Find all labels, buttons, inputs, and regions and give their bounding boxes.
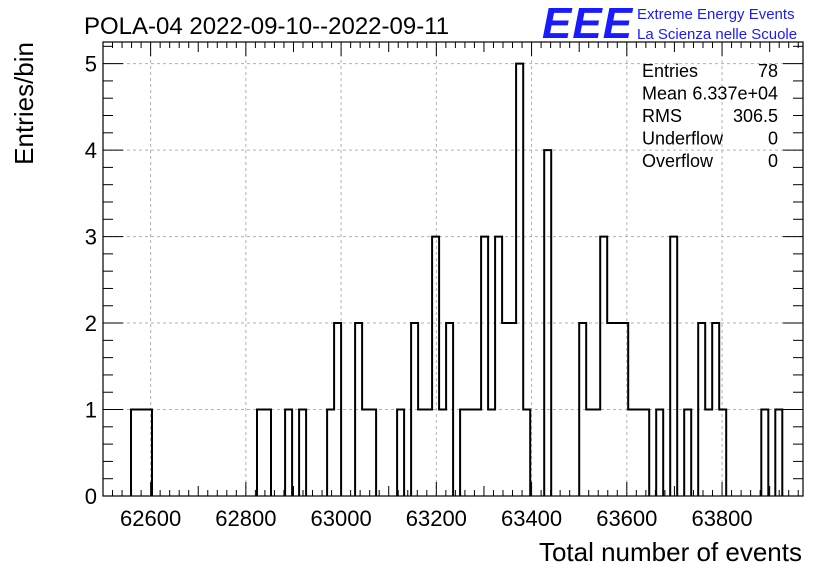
stats-value: 0 <box>768 129 778 149</box>
histogram-bar <box>683 408 693 496</box>
y-tick-label: 4 <box>85 138 97 163</box>
eee-logo: EEE Extreme Energy Events La Scienza nel… <box>542 0 797 48</box>
histogram-bar <box>697 322 728 496</box>
y-tick-label: 0 <box>85 484 97 509</box>
x-tick-label: 62600 <box>120 506 181 531</box>
histogram-bins <box>130 62 784 496</box>
eee-logo-line1: Extreme Energy Events <box>637 6 795 23</box>
stats-value: 0 <box>768 151 778 171</box>
x-tick-label: 63400 <box>501 506 562 531</box>
histogram-bar <box>284 408 294 496</box>
stats-label: RMS <box>642 106 682 126</box>
stats-value: 306.5 <box>733 106 778 126</box>
x-tick-label: 63200 <box>406 506 467 531</box>
y-tick-labels: 0 1 2 3 4 5 <box>85 52 97 509</box>
x-tick-label: 63600 <box>596 506 657 531</box>
stats-box: Entries 78 Mean 6.337e+04 RMS 306.5 Underflow 0… <box>642 61 778 171</box>
histogram-bar <box>459 62 532 496</box>
histogram-bar <box>130 408 153 496</box>
histogram-bar <box>655 408 665 496</box>
histogram-bar <box>774 408 784 496</box>
axis-ticks <box>102 42 803 497</box>
y-tick-label: 2 <box>85 311 97 336</box>
histogram-bar <box>578 235 651 496</box>
plot-frame <box>102 41 804 497</box>
eee-logo-line2: La Scienza nelle Scuole <box>637 26 797 43</box>
histogram-bar <box>326 322 343 496</box>
histogram-bar <box>256 408 272 496</box>
x-tick-labels: 62600 62800 63000 63200 63400 63600 63800 <box>120 506 753 531</box>
stats-label: Overflow <box>642 151 714 171</box>
x-tick-label: 63800 <box>691 506 752 531</box>
y-tick-label: 3 <box>85 225 97 250</box>
y-tick-label: 1 <box>85 398 97 423</box>
stats-value: 78 <box>758 61 778 81</box>
histogram-bar <box>669 235 679 496</box>
stats-label: Underflow <box>642 129 724 149</box>
y-tick-label: 5 <box>85 52 97 77</box>
chart-title: POLA-04 2022-09-10--2022-09-11 <box>84 13 449 40</box>
histogram-bar <box>298 408 308 496</box>
histogram-bar <box>354 322 378 496</box>
x-tick-label: 62800 <box>215 506 276 531</box>
histogram-bar <box>760 408 770 496</box>
x-tick-label: 63000 <box>311 506 372 531</box>
histogram-bar <box>410 235 455 496</box>
x-axis-title: Total number of events <box>539 537 802 567</box>
stats-value: 6.337e+04 <box>692 84 778 104</box>
histogram-bar <box>396 408 406 496</box>
histogram-bar <box>543 149 553 496</box>
eee-logo-mark: EEE <box>542 0 634 48</box>
stats-label: Mean <box>642 84 687 104</box>
y-axis-title: Entries/bin <box>9 42 39 165</box>
stats-label: Entries <box>642 61 698 81</box>
